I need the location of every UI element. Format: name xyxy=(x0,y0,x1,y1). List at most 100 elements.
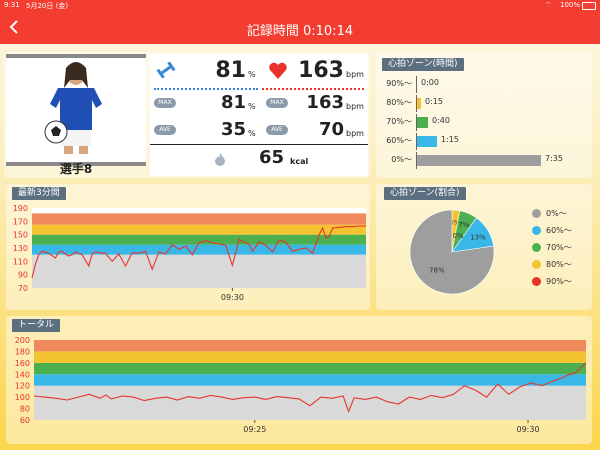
legend-label: 90%〜 xyxy=(546,277,572,286)
zone-time-label: 90%〜 xyxy=(386,79,412,88)
pie-slice xyxy=(409,209,495,295)
zone-time-axis xyxy=(416,76,417,93)
legend-label: 60%〜 xyxy=(546,226,572,235)
zone-time-label: 60%〜 xyxy=(386,136,412,145)
zone-band xyxy=(32,234,366,245)
strength-divider xyxy=(154,88,258,90)
y-tick-label: 110 xyxy=(13,257,28,266)
legend-pie-icon xyxy=(532,209,541,218)
zone-time-axis xyxy=(416,95,417,112)
y-tick-label: 140 xyxy=(15,370,30,379)
y-tick-label: 130 xyxy=(13,244,28,253)
legend-pie-icon xyxy=(532,243,541,252)
legend-label: 70%〜 xyxy=(546,243,572,252)
zone-band xyxy=(32,213,366,225)
strength-ave: 35 xyxy=(220,119,246,140)
y-tick-label: 160 xyxy=(15,359,30,368)
recent-hr-chart: 70 90 110 130 150 170 190 09:30 xyxy=(13,204,366,302)
hr-ave: 70 xyxy=(318,119,344,140)
recent-chart-title: 最新3分間 xyxy=(12,187,66,200)
zone-time-label: 0%〜 xyxy=(391,155,412,164)
y-tick-label: 170 xyxy=(13,217,28,226)
battery-icon xyxy=(582,2,596,10)
total-chart-title: トータル xyxy=(12,319,61,332)
x-tick-label: 09:30 xyxy=(221,293,244,302)
x-tick-label: 09:25 xyxy=(243,425,266,434)
y-tick-label: 100 xyxy=(15,393,30,402)
kcal-value: 65 xyxy=(258,147,284,168)
y-tick-label: 70 xyxy=(18,284,28,293)
status-bar: 9:31 5月20日 (金) ⌔ 100% xyxy=(0,0,600,12)
status-date: 5月20日 (金) xyxy=(26,2,69,10)
zone-band xyxy=(32,224,366,235)
hr-max-label: MAX xyxy=(266,98,288,108)
hr-unit: bpm xyxy=(346,70,364,79)
zone-time-axis xyxy=(416,114,417,131)
zone-ratio-title: 心拍ゾーン(割合) xyxy=(384,187,466,200)
legend-item: 60%〜 xyxy=(532,225,572,237)
zone-band xyxy=(34,374,586,386)
zone-band xyxy=(34,362,586,375)
hr-current: 163 xyxy=(298,58,344,83)
hr-line xyxy=(33,362,587,413)
y-tick-label: 90 xyxy=(18,271,28,280)
heart-icon xyxy=(269,62,287,79)
status-battery: 100% xyxy=(560,1,581,9)
x-tick-label: 09:30 xyxy=(517,425,540,434)
ave-label: AVE xyxy=(154,125,176,135)
zone-band xyxy=(32,244,366,255)
strength-current: 81 xyxy=(215,58,246,83)
hr-max-unit: bpm xyxy=(346,102,364,111)
strength-ave-unit: % xyxy=(248,129,256,138)
zone-band xyxy=(34,385,586,420)
metrics-panel: 81 % 163 bpm MAX 81 % MAX 163 bpm AVE 35… xyxy=(150,54,368,176)
zone-ratio-legend: 0%〜 60%〜 70%〜 80%〜 90%〜 xyxy=(532,208,592,298)
status-time: 9:31 xyxy=(4,1,20,9)
y-tick-label: 190 xyxy=(13,204,28,213)
y-tick-label: 180 xyxy=(15,347,30,356)
zone-time-label: 70%〜 xyxy=(386,117,412,126)
strength-max-unit: % xyxy=(248,102,256,111)
pie-label: 78% xyxy=(429,266,445,274)
wifi-icon: ⌔ xyxy=(545,1,552,9)
pie-label: 3% xyxy=(449,219,460,227)
y-tick-label: 200 xyxy=(15,336,30,345)
flame-icon xyxy=(215,153,225,166)
y-tick-label: 120 xyxy=(15,382,30,391)
y-tick-label: 150 xyxy=(13,231,28,240)
player-photo xyxy=(6,54,146,166)
zone-time-bar xyxy=(417,117,428,128)
legend-item: 80%〜 xyxy=(532,259,572,271)
back-chevron-icon[interactable] xyxy=(8,18,24,36)
pie-label: 13% xyxy=(470,233,486,241)
legend-item: 70%〜 xyxy=(532,242,572,254)
zone-time-label: 80%〜 xyxy=(386,98,412,107)
zone-band xyxy=(32,254,366,288)
player-avatar xyxy=(44,62,102,154)
zone-time-bar xyxy=(417,98,421,109)
legend-item: 0%〜 xyxy=(532,208,567,220)
legend-item: 90%〜 xyxy=(532,276,572,288)
zone-time-value: 0:15 xyxy=(425,97,443,106)
zone-time-axis xyxy=(416,152,417,169)
zone-time-value: 0:00 xyxy=(421,78,439,87)
pie-label: 0% xyxy=(452,232,463,240)
player-name: 選手8 xyxy=(59,162,93,176)
zone-band xyxy=(34,351,586,363)
y-tick-label: 60 xyxy=(20,416,30,425)
total-hr-chart: 60 80 100 120 140 160 180 200 09:25 09:30 xyxy=(15,336,587,434)
strength-unit: % xyxy=(248,70,256,79)
hr-line xyxy=(31,225,366,279)
hr-divider xyxy=(262,88,364,90)
zone-ratio-pie: 3%7%13% 78% 0% xyxy=(409,209,495,295)
zone-time-value: 1:15 xyxy=(441,135,459,144)
hr-ave-unit: bpm xyxy=(346,129,364,138)
hr-ave-label: AVE xyxy=(266,125,288,135)
zone-time-rows: 90%〜 0:00 80%〜 0:15 70%〜 0:40 60%〜 1:15 0%〜 7:35 xyxy=(382,76,588,172)
zone-time-axis xyxy=(416,133,417,150)
nav-bar: 記録時間 0:10:14 xyxy=(0,12,600,44)
strength-max: 81 xyxy=(220,92,246,113)
zone-band xyxy=(34,340,586,352)
hr-max: 163 xyxy=(306,92,344,113)
zone-time-bar xyxy=(417,155,541,166)
